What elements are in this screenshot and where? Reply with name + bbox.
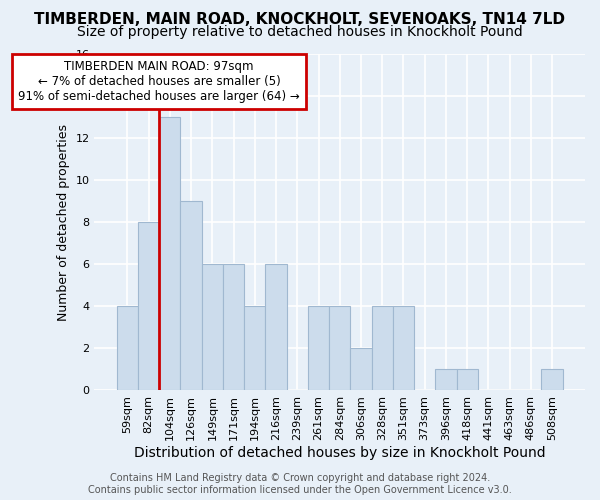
Y-axis label: Number of detached properties: Number of detached properties xyxy=(57,124,70,320)
Bar xyxy=(308,306,329,390)
Text: Size of property relative to detached houses in Knockholt Pound: Size of property relative to detached ho… xyxy=(77,25,523,39)
Bar xyxy=(329,306,350,390)
X-axis label: Distribution of detached houses by size in Knockholt Pound: Distribution of detached houses by size … xyxy=(134,446,545,460)
Bar xyxy=(181,201,202,390)
Bar xyxy=(138,222,159,390)
Bar xyxy=(244,306,265,390)
Bar xyxy=(265,264,287,390)
Bar xyxy=(159,117,181,390)
Text: TIMBERDEN MAIN ROAD: 97sqm
← 7% of detached houses are smaller (5)
91% of semi-d: TIMBERDEN MAIN ROAD: 97sqm ← 7% of detac… xyxy=(19,60,300,104)
Bar xyxy=(371,306,393,390)
Bar xyxy=(457,370,478,390)
Bar xyxy=(202,264,223,390)
Bar xyxy=(223,264,244,390)
Bar xyxy=(393,306,414,390)
Text: Contains HM Land Registry data © Crown copyright and database right 2024.
Contai: Contains HM Land Registry data © Crown c… xyxy=(88,474,512,495)
Bar xyxy=(117,306,138,390)
Bar xyxy=(435,370,457,390)
Bar xyxy=(541,370,563,390)
Text: TIMBERDEN, MAIN ROAD, KNOCKHOLT, SEVENOAKS, TN14 7LD: TIMBERDEN, MAIN ROAD, KNOCKHOLT, SEVENOA… xyxy=(35,12,566,28)
Bar xyxy=(350,348,371,391)
